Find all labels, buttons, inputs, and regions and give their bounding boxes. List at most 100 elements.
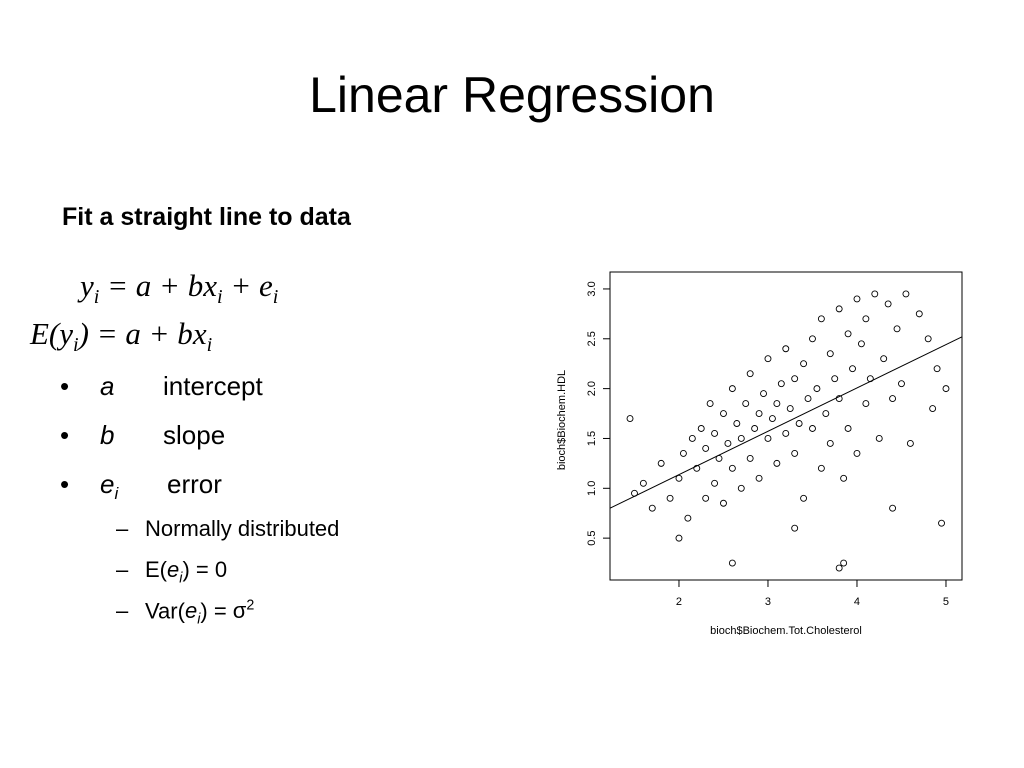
text-part: ) = 0 [182,557,227,582]
point [724,439,732,447]
point [902,290,910,298]
point [938,519,945,527]
x-tick-label: 4 [854,596,860,608]
point [817,315,825,323]
text-part: yi [59,316,78,356]
text-part: xi [203,268,222,308]
point [924,335,932,343]
x-tick-label: 5 [943,596,949,608]
point [840,559,848,567]
text-part: Var( [145,598,185,623]
point [862,400,870,408]
point [822,410,830,417]
text-run: = a + b [99,268,204,303]
point [773,459,781,467]
bullet-dot: • [60,420,70,450]
point [791,375,799,383]
point [733,420,741,427]
text-part: xi [193,316,212,356]
point [728,559,736,567]
y-axis-label: bioch$Biochem.HDL [556,370,568,470]
point [791,449,799,457]
point [751,425,759,432]
point [782,345,790,353]
bullet-symbol: ei [100,469,118,504]
point [826,350,834,358]
text-run: e [259,268,273,303]
subscript: i [93,286,100,309]
point [849,365,856,373]
text-run: x [203,268,217,303]
point [737,435,745,442]
y-tick-label: 2.5 [586,331,598,346]
point [800,360,808,368]
point [711,479,719,487]
bullet-dot: • [60,469,70,499]
point [684,514,692,522]
text-part: ) = a + b [79,316,193,351]
text-run: y [59,316,74,351]
point [746,370,754,378]
point [764,355,772,363]
text-run: e [167,557,180,582]
slide-title: Linear Regression [309,67,715,123]
point [675,474,683,482]
point [906,439,914,447]
text-part: E( [30,316,59,351]
text-part: Normally distributed [145,516,339,541]
point [648,504,656,512]
symbol: a [100,371,115,401]
point [871,290,879,298]
sub-bullet: E(ei) = 0 [145,557,227,586]
fit-line [609,336,963,509]
y-tick-label: 3.0 [586,281,598,296]
point [702,444,710,452]
point [898,380,905,388]
point [737,484,745,492]
subscript: i [179,570,183,587]
subscript: i [216,286,223,309]
point [844,425,852,432]
point [804,395,812,403]
point [933,365,941,373]
subscript: i [73,334,79,357]
text-part: ) = [200,598,232,623]
subtitle: Fit a straight line to data [62,203,351,231]
text-part: ei [167,557,182,586]
symbol: b [100,420,115,450]
point [853,449,861,457]
text-run: E( [145,557,167,582]
text-part: E( [145,557,167,582]
text-run: ) = a + b [78,316,193,351]
bullet-text: slope [163,420,225,451]
point [831,375,839,383]
symbol-subscript: i [114,484,119,504]
bullet-symbol: a [100,371,114,402]
point [760,390,767,398]
point [875,435,883,442]
text-part: σ2 [233,598,255,623]
y-tick-label: 2.0 [586,381,598,396]
point [893,325,901,333]
point [679,449,687,457]
point [728,385,736,393]
bullet-label: slope [163,420,226,450]
point [889,395,897,403]
point [728,464,736,472]
subscript: i [197,611,201,628]
bullet-text: error [167,469,222,500]
x-tick-label: 3 [765,596,771,608]
y-tick-label: 1.0 [586,481,598,496]
bullet-label: intercept [163,371,263,401]
point [942,385,950,393]
point [795,420,803,427]
text-part: ei [185,598,200,627]
point [840,474,848,482]
point [755,410,763,417]
sub-bullet: Normally distributed [145,516,339,542]
point [929,405,937,413]
y-tick-label: 1.5 [586,431,598,446]
point [782,430,790,437]
point [773,400,781,408]
